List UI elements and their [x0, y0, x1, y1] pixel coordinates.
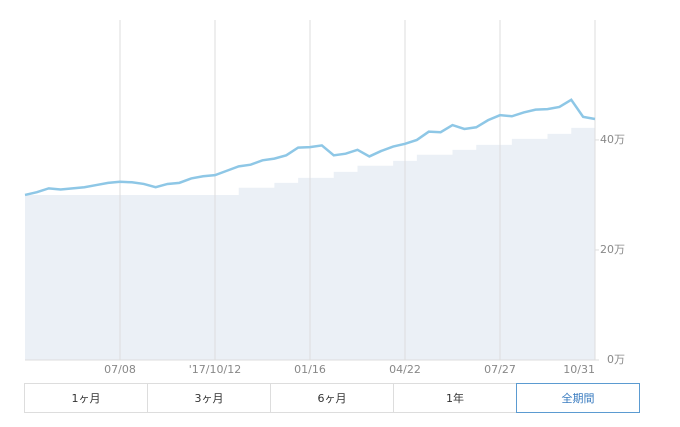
y-tick-label: 20万: [600, 243, 625, 256]
range-button[interactable]: 1年: [393, 383, 517, 413]
value-line: [24, 98, 596, 197]
range-button[interactable]: 1ヶ月: [24, 383, 148, 413]
range-button[interactable]: 全期間: [516, 383, 640, 413]
y-tick-label: 0万: [607, 353, 625, 366]
x-tick-label: 10/31: [563, 363, 595, 376]
y-tick-label: 40万: [600, 133, 625, 146]
x-tick-label: 07/27: [484, 363, 516, 376]
range-buttons: 1ヶ月 3ヶ月 6ヶ月 1年 全期間: [24, 383, 640, 413]
chart: 07/08 '17/10/12 01/16 04/22 07/27 10/31 0万 20万 4…: [24, 20, 625, 376]
x-tick-label: '17/10/12: [189, 363, 241, 376]
range-button[interactable]: 6ヶ月: [270, 383, 394, 413]
x-tick-label: 04/22: [389, 363, 421, 376]
x-tick-label: 01/16: [294, 363, 326, 376]
range-button[interactable]: 3ヶ月: [147, 383, 271, 413]
x-tick-label: 07/08: [104, 363, 136, 376]
